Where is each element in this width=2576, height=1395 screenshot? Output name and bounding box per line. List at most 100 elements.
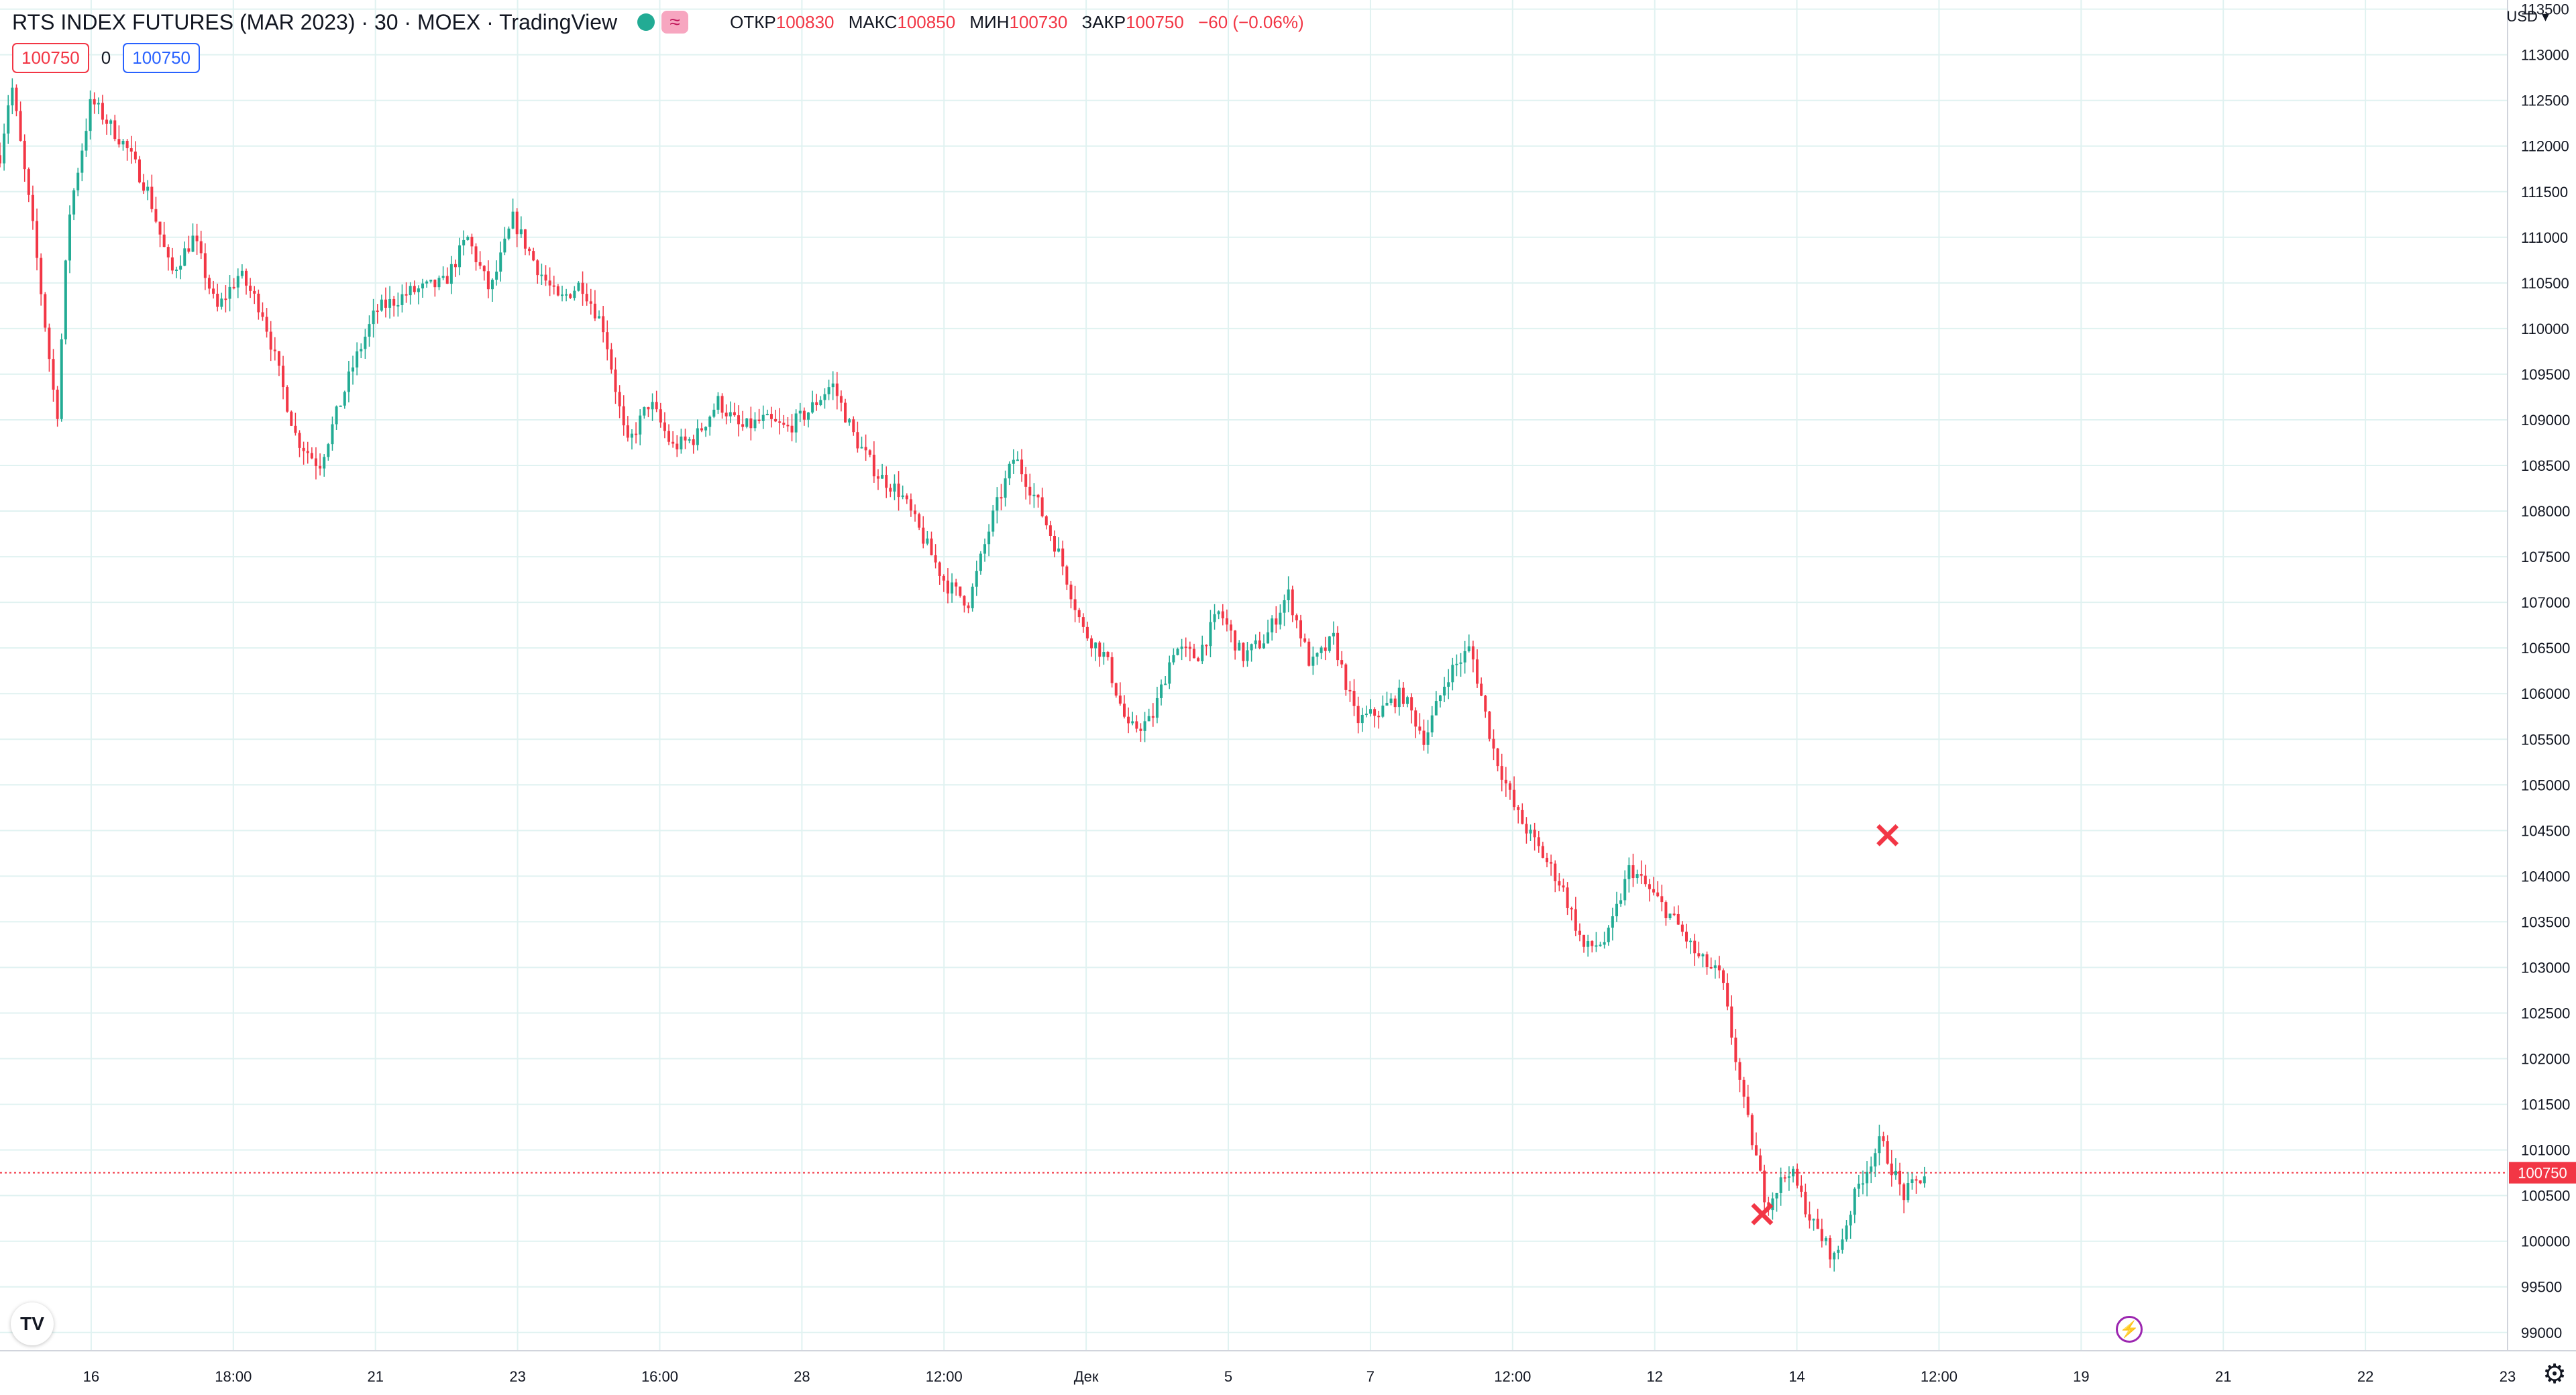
- candle: [1328, 636, 1331, 653]
- candle-body: [1672, 913, 1676, 915]
- candle: [1242, 642, 1245, 667]
- candle: [179, 255, 182, 280]
- market-status-dot[interactable]: [637, 13, 655, 31]
- candle-body: [827, 387, 830, 394]
- candle-body: [421, 283, 425, 289]
- candle-body: [897, 484, 900, 498]
- candle: [1923, 1166, 1926, 1188]
- candle: [1734, 1028, 1737, 1071]
- candle-body: [1279, 612, 1282, 625]
- candle-body: [1328, 636, 1331, 651]
- candle: [453, 260, 457, 277]
- candle: [269, 321, 272, 361]
- candle: [1262, 634, 1265, 649]
- candle: [68, 205, 71, 274]
- candle-body: [1176, 649, 1179, 655]
- candle-body: [306, 451, 309, 453]
- price-tick-label: 113500: [2521, 1, 2569, 18]
- candle-body: [503, 238, 506, 253]
- candle-body: [1853, 1188, 1856, 1215]
- candle-body: [753, 419, 757, 429]
- candle-body: [1894, 1170, 1897, 1176]
- candle: [195, 223, 199, 255]
- candle: [798, 402, 802, 423]
- candle: [1250, 643, 1253, 662]
- candle: [1188, 641, 1191, 662]
- candle-body: [868, 450, 871, 455]
- candle-body: [704, 427, 708, 431]
- candle: [1779, 1167, 1782, 1206]
- candle-body: [1689, 940, 1693, 942]
- candle-body: [1024, 474, 1028, 487]
- candle: [741, 410, 745, 431]
- price-tick-label: 102000: [2521, 1051, 2570, 1068]
- candle: [360, 343, 363, 359]
- candle-body: [1656, 892, 1660, 897]
- candle-body: [273, 349, 276, 351]
- candle-body: [1705, 954, 1709, 968]
- candle-body: [540, 274, 543, 276]
- candle: [245, 268, 248, 295]
- candle-body: [852, 419, 855, 433]
- candle: [425, 280, 429, 288]
- candle: [909, 493, 912, 517]
- candle-body: [405, 294, 408, 296]
- candle-body: [1546, 858, 1549, 862]
- candle: [515, 208, 519, 247]
- candle-body: [1717, 965, 1721, 970]
- high-value: 100850: [897, 11, 956, 32]
- candle-body: [486, 271, 490, 290]
- candle: [482, 265, 486, 281]
- candle-body: [400, 294, 404, 305]
- candle: [384, 287, 387, 318]
- candle-body: [1861, 1183, 1864, 1185]
- candle-body: [1676, 913, 1680, 925]
- candle: [19, 101, 22, 142]
- candle: [1866, 1161, 1869, 1196]
- price-tick-label: 106500: [2521, 640, 2570, 657]
- candle: [963, 595, 966, 613]
- candle-body: [117, 139, 121, 145]
- data-approx-badge[interactable]: ≈: [661, 11, 689, 34]
- candle: [724, 404, 728, 425]
- candle: [565, 288, 568, 302]
- candle: [926, 531, 929, 546]
- candle-body: [216, 293, 219, 307]
- sell-button[interactable]: 100750: [12, 43, 89, 73]
- candle: [1291, 585, 1294, 622]
- tradingview-logo-icon[interactable]: TV: [11, 1302, 54, 1345]
- symbol-title[interactable]: RTS INDEX FUTURES (MAR 2023) · 30 · MOEX…: [12, 9, 618, 34]
- candle-body: [1857, 1183, 1860, 1189]
- candle: [199, 231, 203, 260]
- candle: [1205, 644, 1208, 656]
- candle-body: [1754, 1145, 1758, 1156]
- candle: [1812, 1218, 1815, 1231]
- currency-selector[interactable]: USD ▾: [2506, 8, 2549, 25]
- candle-body: [101, 103, 104, 120]
- time-axis[interactable]: 16 18:00 21 23 16:00 28 12:00 Дек 5 7 12:00 12 14 12:…: [83, 1368, 2516, 1385]
- price-tick-label: 105500: [2521, 731, 2570, 748]
- candle: [696, 419, 699, 451]
- candle: [109, 119, 113, 135]
- lightning-icon[interactable]: ⚡: [2116, 1316, 2143, 1343]
- candle: [614, 357, 617, 404]
- candle: [905, 493, 908, 504]
- candle-body: [228, 286, 231, 299]
- candle-body: [1397, 687, 1401, 708]
- candle: [1049, 520, 1052, 541]
- price-axis[interactable]: 113500 113000 112500 112000 111500 111000 1105…: [2521, 1, 2570, 1341]
- candle: [1389, 693, 1393, 706]
- candle-body: [15, 87, 18, 111]
- candle-body: [1385, 702, 1389, 706]
- candle-body: [511, 211, 515, 229]
- candle-body: [1570, 907, 1573, 909]
- gear-icon[interactable]: ⚙: [2542, 1359, 2567, 1389]
- candle-body: [1085, 626, 1089, 638]
- candle-body: [1837, 1249, 1840, 1253]
- time-tick-label: 28: [794, 1368, 810, 1385]
- candle-body: [482, 266, 486, 272]
- buy-button[interactable]: 100750: [123, 43, 200, 73]
- candle: [552, 276, 555, 295]
- candle-body: [1533, 830, 1536, 838]
